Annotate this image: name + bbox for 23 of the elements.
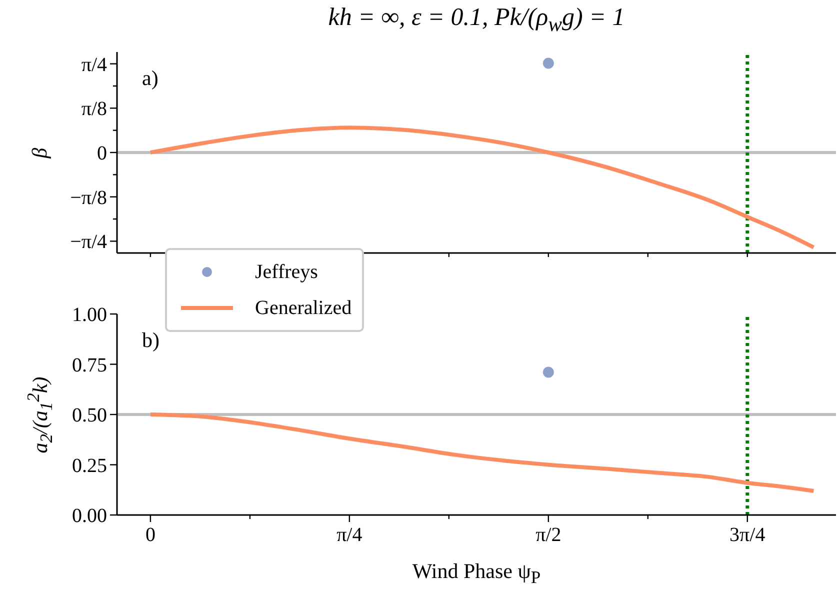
- y-tick-label: 0.25: [72, 454, 107, 477]
- y-tick-label: −π/4: [70, 231, 107, 254]
- y-axis-title: β: [28, 147, 52, 158]
- x-tick-label: 0: [145, 524, 156, 546]
- annotation: b): [142, 328, 160, 353]
- y-tick-label: π/8: [81, 98, 107, 120]
- y-tick-label: 0: [97, 142, 107, 164]
- x-tick-label: π/4: [336, 524, 362, 546]
- legend-label: Generalized: [255, 296, 352, 320]
- y-tick-label: 0.50: [72, 404, 107, 426]
- y-tick-label: 0.75: [72, 354, 107, 376]
- x-tick-label: 3π/4: [730, 524, 766, 546]
- y-tick-label: 1.00: [72, 304, 107, 326]
- y-tick-label: −π/8: [70, 186, 107, 209]
- x-axis-title: Wind Phase ψ$_{P}$: [411, 559, 542, 588]
- legend-label: Jeffreys: [255, 260, 318, 284]
- y-tick-label: 0.00: [72, 505, 107, 527]
- y-tick-label: π/4: [81, 54, 107, 76]
- x-tick-label: π/2: [536, 524, 562, 546]
- line-series: [148, 126, 816, 250]
- line-series: [148, 412, 816, 493]
- annotation: a): [142, 66, 158, 91]
- chart-title: kh = ∞, ε = 0.1, Pk/(ρ$_{w}$g) = 1: [327, 4, 626, 37]
